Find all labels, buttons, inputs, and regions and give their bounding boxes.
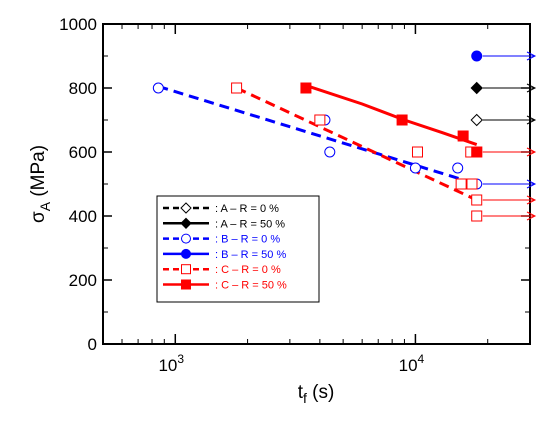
legend-entry: : A – R = 0 % xyxy=(215,203,279,215)
runout-arrows xyxy=(482,51,537,221)
square-marker xyxy=(466,178,478,190)
fit-line xyxy=(305,83,478,147)
legend-entry: : A – R = 50 % xyxy=(215,218,285,230)
x-tick-label: 103 xyxy=(158,352,184,375)
legend-entry: : C – R = 50 % xyxy=(215,280,287,292)
square-marker xyxy=(300,82,312,94)
fit-lines xyxy=(157,83,478,202)
square-marker xyxy=(471,210,483,222)
fit-line xyxy=(235,86,478,202)
square-marker xyxy=(396,114,408,126)
square-marker xyxy=(411,146,423,158)
square-marker xyxy=(471,194,483,206)
x-axis-title: tf (s) xyxy=(298,382,335,406)
square-marker xyxy=(457,130,469,142)
arrow-head xyxy=(526,179,537,189)
diamond-marker xyxy=(470,81,483,95)
y-tick-label: 400 xyxy=(69,207,97,226)
diamond-marker xyxy=(470,113,483,127)
legend-entry: : C – R = 0 % xyxy=(215,264,281,276)
circle-marker xyxy=(152,82,164,94)
arrow-head xyxy=(526,147,537,157)
square-marker xyxy=(455,178,467,190)
arrow-head xyxy=(526,115,537,125)
legend-diamond-marker xyxy=(180,202,192,214)
legend-circle-marker xyxy=(181,233,191,244)
circle-marker xyxy=(409,162,421,174)
legend-diamond-marker xyxy=(180,217,192,230)
y-tick-label: 600 xyxy=(69,143,97,162)
y-axis-title: σA (MPa) xyxy=(28,145,53,223)
arrow-head xyxy=(526,51,537,61)
arrow-head xyxy=(526,195,537,205)
square-marker xyxy=(314,114,326,126)
axes: 0 200 400 600 800 1000 103 104 xyxy=(59,15,531,375)
y-tick-label: 0 xyxy=(88,335,97,354)
y-tick-label: 200 xyxy=(69,271,97,290)
x-tick-label: 104 xyxy=(399,352,425,375)
circle-marker xyxy=(324,146,336,158)
y-tick-label: 800 xyxy=(69,79,97,98)
circle-marker xyxy=(452,162,464,174)
circle-marker xyxy=(471,50,483,62)
legend-entry: : B – R = 50 % xyxy=(215,249,286,261)
legend-square-marker xyxy=(181,279,191,290)
legend: : A – R = 0 % : A – R = 50 % : B – R = 0 %… xyxy=(156,195,320,303)
fit-line xyxy=(157,84,478,186)
arrow-head xyxy=(526,211,537,221)
legend-entry: : B – R = 0 % xyxy=(215,234,280,246)
arrow-head xyxy=(526,83,537,93)
legend-circle-marker xyxy=(181,248,191,259)
square-marker xyxy=(471,146,483,158)
data-points xyxy=(152,50,483,222)
y-tick-label: 1000 xyxy=(59,15,97,34)
legend-square-marker xyxy=(181,264,191,275)
square-marker xyxy=(231,82,243,94)
axis-labels: tf (s) σA (MPa) xyxy=(28,145,334,406)
